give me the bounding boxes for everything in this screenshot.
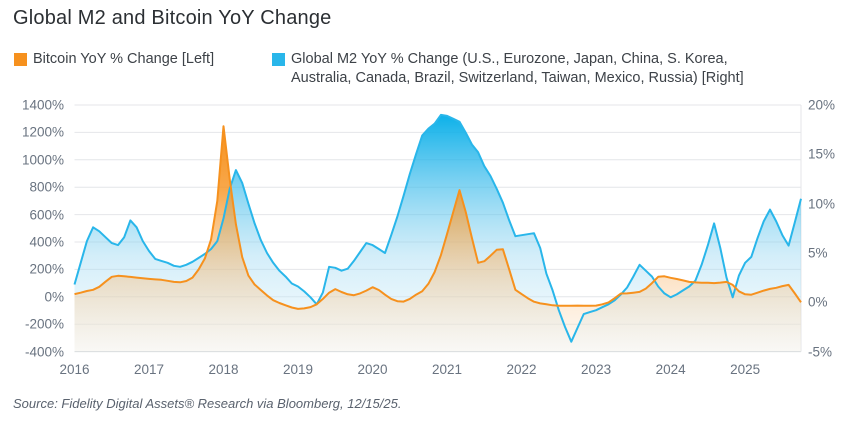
left-axis-tick: 1000% (21, 152, 64, 168)
x-axis-tick: 2021 (432, 362, 463, 377)
bitcoin-legend-swatch-icon (14, 53, 27, 66)
left-axis-tick: 800% (29, 179, 64, 195)
right-axis-tick: 0% (808, 294, 828, 310)
global-m2-legend-swatch-icon (272, 53, 285, 66)
right-axis-tick: 10% (808, 196, 836, 212)
legend-item-bitcoin: Bitcoin YoY % Change [Left] (14, 50, 214, 69)
right-axis-tick: 20% (808, 97, 836, 113)
global-m2-legend-label: Global M2 YoY % Change (U.S., Eurozone, … (291, 51, 744, 86)
x-axis-tick: 2017 (133, 362, 165, 377)
source-attribution: Source: Fidelity Digital Assets® Researc… (13, 396, 402, 411)
right-axis-tick: 15% (808, 146, 836, 162)
right-axis-tick: -5% (808, 344, 833, 360)
left-axis-tick: 0% (44, 289, 64, 305)
x-axis-tick: 2018 (208, 362, 239, 377)
left-axis-tick: 1400% (21, 97, 64, 113)
left-axis-tick: -400% (24, 344, 64, 360)
right-axis-tick: 5% (808, 245, 828, 261)
left-axis-tick: -200% (24, 316, 64, 332)
left-axis-tick: 600% (29, 207, 64, 223)
x-axis-tick: 2016 (59, 362, 90, 377)
x-axis-tick: 2022 (506, 362, 537, 377)
global-m2-line (73, 113, 802, 343)
chart-title: Global M2 and Bitcoin YoY Change (13, 7, 332, 29)
legend-item-global-m2: Global M2 YoY % Change (U.S., Eurozone, … (272, 50, 744, 88)
bitcoin-legend-label: Bitcoin YoY % Change [Left] (33, 51, 215, 67)
x-axis-tick: 2020 (357, 362, 388, 377)
x-axis-tick: 2019 (283, 362, 314, 377)
left-axis-tick: 1200% (21, 124, 64, 140)
left-axis-tick: 400% (29, 234, 64, 250)
series-areas (73, 113, 802, 352)
x-axis-tick: 2025 (730, 362, 761, 377)
x-axis-tick: 2023 (581, 362, 612, 377)
x-axis-tick: 2024 (655, 362, 686, 377)
bitcoin-line (74, 125, 802, 310)
left-axis-tick: 200% (29, 261, 64, 277)
